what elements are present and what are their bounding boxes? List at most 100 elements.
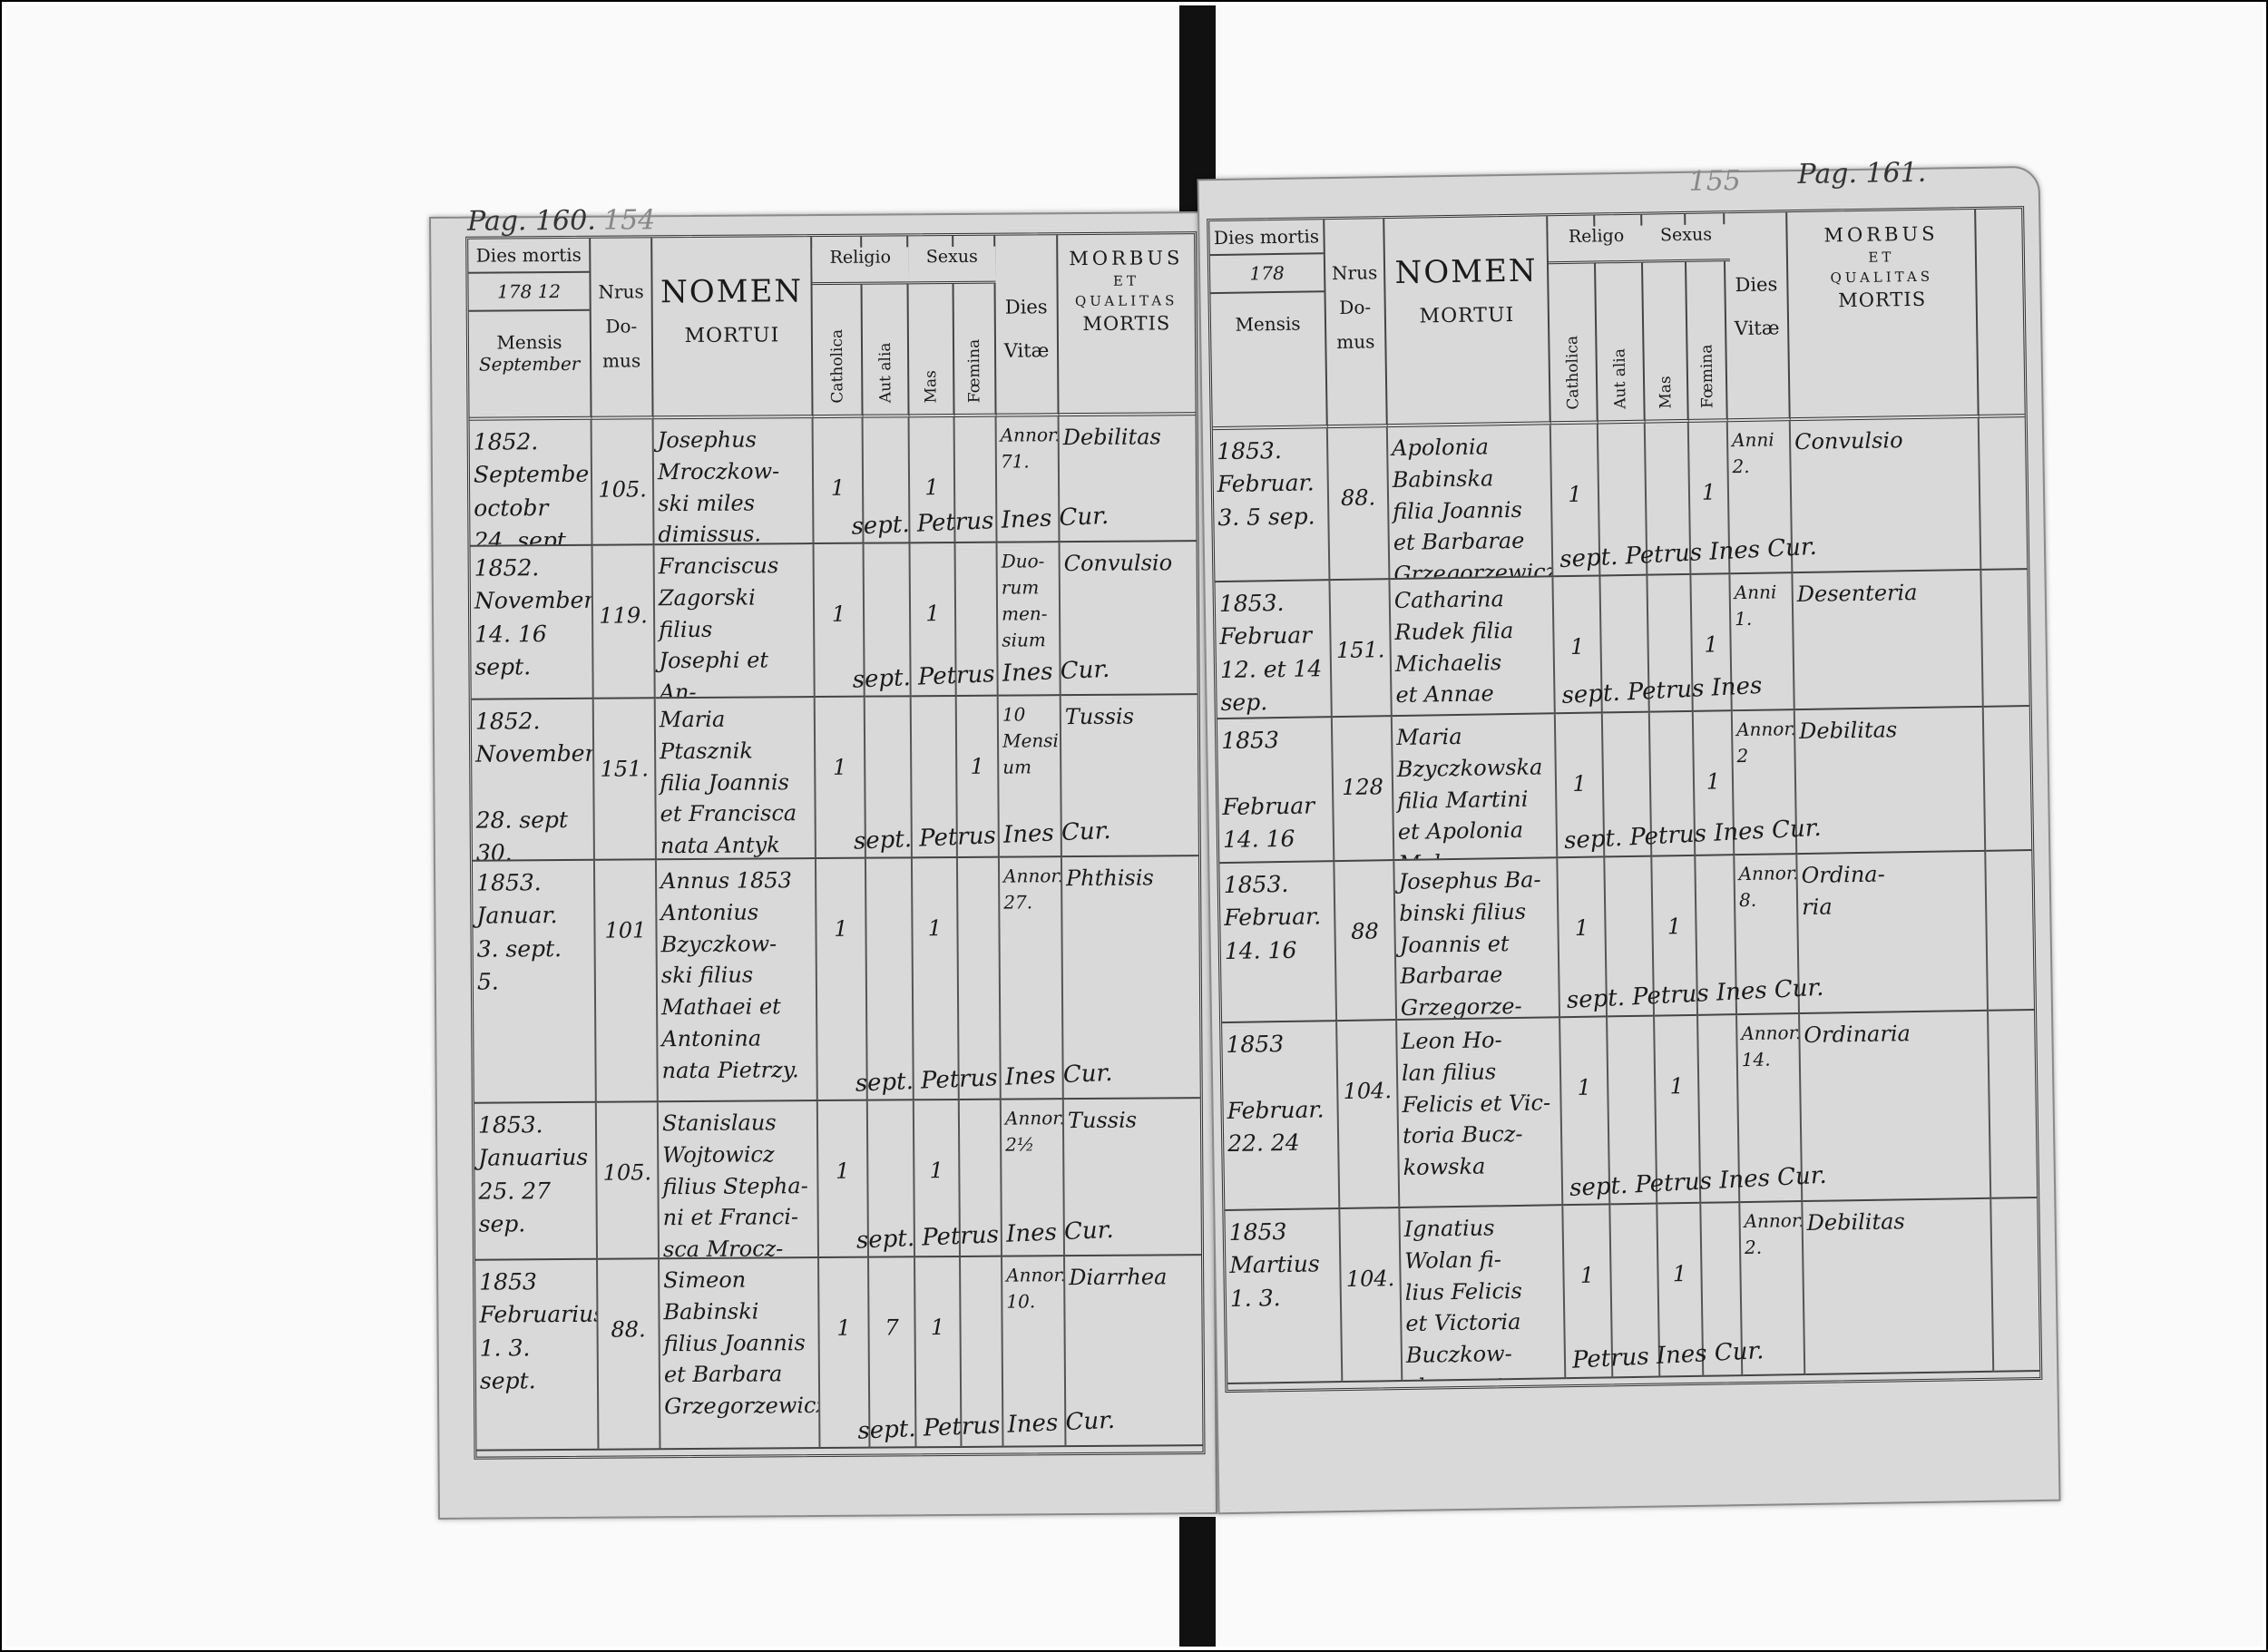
column-catholica: Catholica <box>827 329 846 404</box>
header-dies-mortis: Dies mortis 178 12 Mensis September <box>468 238 592 421</box>
entry-nomen: Ignatius Wolan fi- lius Felicis et Victo… <box>1400 1206 1567 1382</box>
column-mas: Mas <box>922 369 941 404</box>
header-dies-mortis: Dies mortis 178 Mensis <box>1209 220 1328 431</box>
header-nomen-mortui: NOMEN MORTUI <box>652 237 814 420</box>
header-nrus-domus: Nrus Do- mus <box>1325 219 1388 429</box>
register-table: Dies mortis 178 12 Mensis September Nrus Do-… <box>465 231 1206 1460</box>
header-catholica: Religo Catholica <box>1548 215 1646 425</box>
nomen-label: NOMEN <box>660 273 804 311</box>
sexus-label: Sexus <box>908 246 996 285</box>
entry-date: 1853. Februar 12. et 14 sep. <box>1215 581 1333 720</box>
entry-domus: 104. <box>1340 1208 1403 1383</box>
month-label: September <box>478 352 581 376</box>
morbus-label: MORBUS <box>1069 247 1184 270</box>
page-label: Pag. 161. <box>1797 156 1927 191</box>
mensis-label: Mensis <box>496 330 562 354</box>
entry-date: 1853. Februar. 3. 5 sep. <box>1212 428 1331 583</box>
column-foemina: Fœmina <box>1696 344 1717 408</box>
dies-mortis-label: Dies mortis <box>1209 220 1324 257</box>
entry-morbus: Desenteria <box>1793 570 1984 711</box>
morbus-label: MORBUS <box>1823 222 1939 247</box>
entry-nomen: Maria Ptasznik filia Joannis et Francisc… <box>655 698 816 861</box>
header-morbus: MORBUS ET QUALITAS MORTIS <box>1787 209 1980 422</box>
archive-number: 155 <box>1688 164 1742 198</box>
entry-date: 1852. September octobr 24. sept. 26 <box>469 419 593 547</box>
entry-nomen: Simeon Babinski filius Joannis et Barbar… <box>660 1258 821 1451</box>
entry-nomen: Apolonia Babinska filia Joannis et Barba… <box>1387 425 1554 581</box>
mortis-label: MORTIS <box>1838 288 1927 312</box>
header-margin <box>1976 209 2025 418</box>
binding-strip-bottom <box>1179 1517 1216 1647</box>
entry-domus: 88. <box>1327 427 1391 582</box>
qualitas-label: QUALITAS <box>1074 292 1178 310</box>
entry-nomen: Franciscus Zagorski filius Josephi et An… <box>654 544 816 699</box>
entry-margin <box>1979 417 2028 571</box>
year-label: 178 <box>1209 254 1325 295</box>
mortis-label: MORTIS <box>1082 312 1171 335</box>
entry-morbus: Debilitas <box>1803 1198 1995 1376</box>
left-page: Pag. 160. 154 Dies mortis 178 12 Mensis Sep… <box>428 204 1218 1520</box>
entry-margin <box>1989 1011 2038 1199</box>
sexus-label: Sexus <box>1642 224 1730 263</box>
entry-morbus: Ordina- ria <box>1797 851 1989 1015</box>
header-dies-vitae: Dies Vitæ <box>995 235 1060 417</box>
et-label: ET <box>1868 249 1895 266</box>
entry-catholica: 1 <box>816 858 868 1102</box>
entry-morbus: Convulsio <box>1790 417 1982 574</box>
entry-date: 1853 Februar 14. 16 <box>1217 718 1335 865</box>
entry-date: 1853 Martius 1. 3. <box>1225 1209 1344 1385</box>
entry-nomen: Josephus Mroczkow- ski miles dimissus. <box>653 418 815 546</box>
entry-date: 1852. November. 14. 16 sept. <box>470 545 594 700</box>
nomen-label: NOMEN <box>1394 252 1538 291</box>
entry-nomen: Josephus Ba- binski filius Joannis et Ba… <box>1394 858 1561 1022</box>
entry-domus: 119. <box>592 545 656 699</box>
entry-mas: 1 <box>912 857 960 1101</box>
entry-nomen: Leon Ho- lan filius Felicis et Vic- tori… <box>1397 1018 1564 1209</box>
entry-nomen: Maria Bzyczkowska filia Martini et Apolo… <box>1392 714 1559 862</box>
entry-date: 1853. Januar. 3. sept. 5. <box>472 860 597 1104</box>
entry-domus: 88 <box>1334 861 1398 1022</box>
mensis-label: Mensis <box>1235 312 1301 336</box>
mortui-label: MORTUI <box>684 324 780 348</box>
entry-date: 1853 Februarius 1. 3. sept. <box>475 1259 600 1452</box>
entry-domus: 104. <box>1337 1021 1401 1210</box>
mortui-label: MORTUI <box>1419 303 1515 328</box>
entry-margin <box>1991 1197 2040 1373</box>
entry-domus: 88. <box>598 1259 661 1451</box>
entry-domus: 105. <box>591 419 655 546</box>
entry-morbus: Debilitas <box>1794 707 1987 855</box>
header-catholica: Religio Catholica <box>812 236 909 419</box>
page-label: Pag. 160. <box>466 204 596 238</box>
column-aut-alia: Aut alia <box>875 342 894 404</box>
religio-label: Religo <box>1548 225 1646 265</box>
entry-margin <box>1981 570 2029 708</box>
entry-nomen: Stanislaus Wojtowicz filius Stepha- ni e… <box>658 1101 820 1260</box>
qualitas-label: QUALITAS <box>1830 268 1934 287</box>
entry-date: 1853. Januarius 25. 27 sep. <box>474 1102 599 1261</box>
entry-date: 1853. Februar. 14. 16 <box>1219 862 1338 1024</box>
entry-domus: 101 <box>594 860 659 1103</box>
header-nrus-domus: Nrus Do- mus <box>591 238 654 420</box>
entry-domus: 151. <box>1330 580 1393 718</box>
entry-date: 1853 Februar. 22. 24 <box>1222 1022 1341 1212</box>
header-nomen-mortui: NOMEN MORTUI <box>1384 216 1551 428</box>
entry-nomen: Catharina Rudek filia Michaelis et Annae… <box>1390 577 1556 718</box>
entry-domus: 128 <box>1332 717 1395 863</box>
right-page: 155 Pag. 161. Dies mortis 178 Mensis Nrus D… <box>1197 157 2061 1515</box>
header-mas: Sexus Mas <box>1642 213 1730 424</box>
dies-mortis-label: Dies mortis <box>468 238 590 274</box>
binding-strip-top <box>1179 5 1216 212</box>
entry-domus: 151. <box>593 699 657 861</box>
entry-domus: 105. <box>596 1102 660 1260</box>
column-mas: Mas <box>1656 375 1676 409</box>
column-foemina: Fœmina <box>964 338 984 403</box>
column-catholica: Catholica <box>1563 336 1583 411</box>
header-mas: Sexus Mas <box>908 235 996 418</box>
entry-morbus: Ordinaria <box>1800 1011 1992 1203</box>
column-aut-alia: Aut alia <box>1610 348 1630 410</box>
entry-margin <box>1986 851 2035 1012</box>
entry-nomen: Annus 1853 Antonius Bzyczkow- ski filius… <box>656 859 818 1103</box>
religio-label: Religio <box>812 247 909 286</box>
entry-date: 1852. November 28. sept 30. <box>471 699 595 862</box>
